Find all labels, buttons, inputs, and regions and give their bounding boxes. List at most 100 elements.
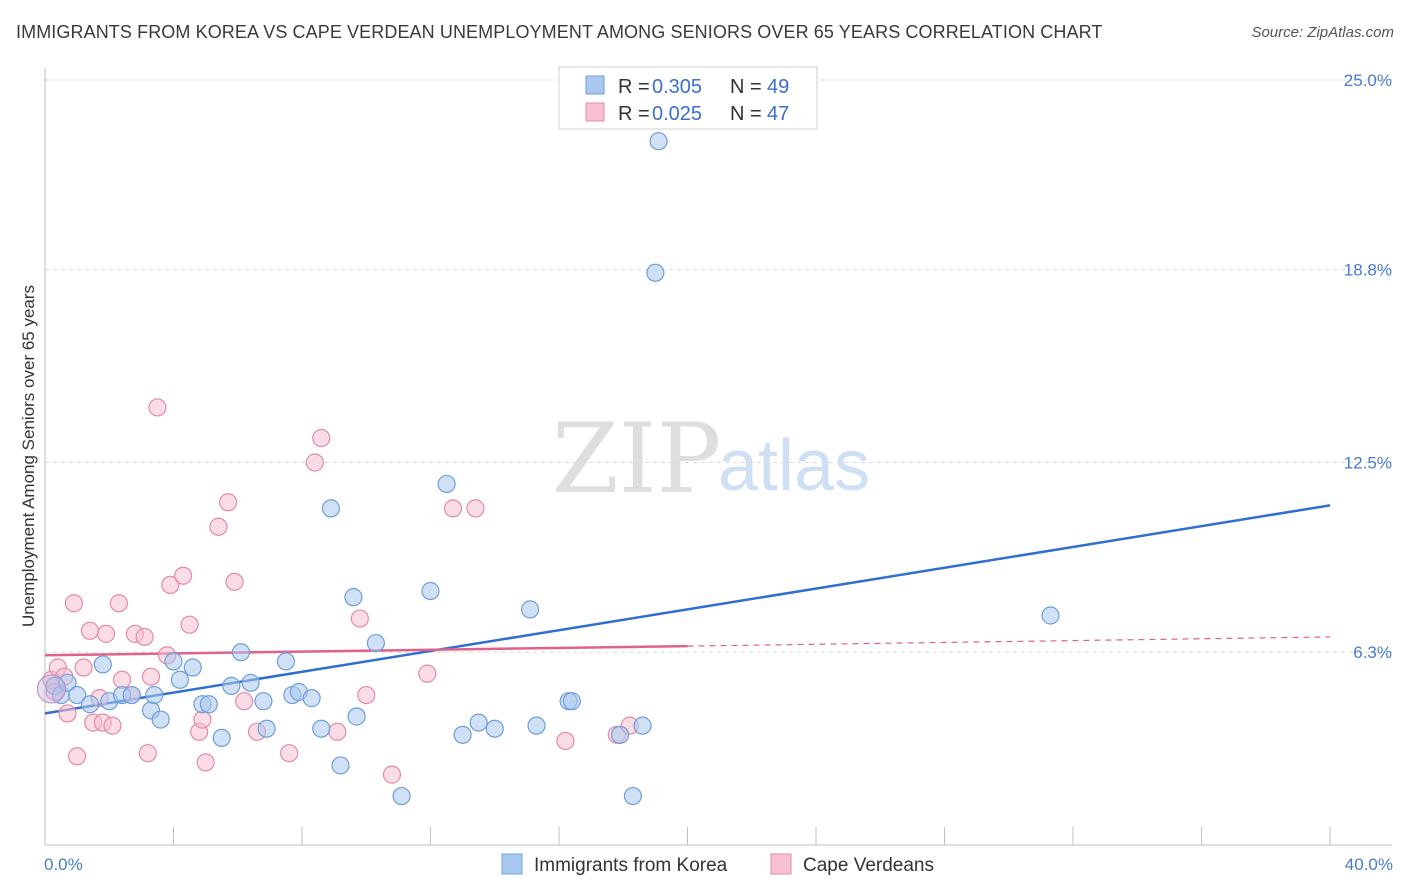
point-korea <box>170 670 190 689</box>
point-korea <box>623 786 642 806</box>
point-korea <box>199 695 218 714</box>
legend-n-label-cape: N = <box>730 103 762 125</box>
point-cape-verdean <box>219 493 238 512</box>
point-cape-verdean <box>209 517 228 536</box>
point-cape-verdean <box>112 670 132 689</box>
point-cape-verdean <box>350 609 369 628</box>
point-cape-verdean <box>80 621 100 640</box>
point-korea <box>1041 606 1060 625</box>
point-korea <box>222 676 241 695</box>
point-cape-verdean <box>174 566 193 585</box>
point-cape-verdean <box>68 747 87 766</box>
point-cape-verdean <box>225 572 244 591</box>
legend-r-label-cape: R = <box>618 103 650 125</box>
point-cape-verdean <box>443 499 463 518</box>
point-korea <box>527 716 546 735</box>
legend-r-value-cape: 0.025 <box>652 103 702 125</box>
point-cape-verdean <box>64 594 84 613</box>
legend-swatch-korea <box>585 75 605 95</box>
point-cape-verdean <box>382 765 402 784</box>
bottom-legend-swatch-cape <box>770 853 792 875</box>
point-cape-verdean <box>103 716 122 735</box>
point-cape-verdean <box>58 704 77 723</box>
point-korea <box>231 643 251 662</box>
bottom-legend-label-cape: Cape Verdeans <box>803 855 934 876</box>
point-korea <box>58 673 77 692</box>
point-korea <box>257 719 276 738</box>
point-korea <box>347 707 366 726</box>
legend-n-label-korea: N = <box>730 76 762 98</box>
points-layer <box>36 132 1060 806</box>
point-cape-verdean <box>418 664 437 683</box>
point-cape-verdean <box>466 499 485 518</box>
point-korea <box>366 633 385 653</box>
point-cape-verdean <box>235 692 254 711</box>
trend-line-korea <box>44 504 1331 715</box>
y-tick-label: 6.3% <box>1353 643 1392 662</box>
point-korea <box>520 600 540 619</box>
point-cape-verdean <box>312 428 331 448</box>
trend-line-cape <box>44 644 688 657</box>
point-cape-verdean <box>328 722 347 741</box>
point-korea <box>145 685 164 705</box>
point-cape-verdean <box>141 667 161 686</box>
x-tick-label: 0.0% <box>44 855 83 874</box>
point-cape-verdean <box>556 731 575 751</box>
point-cape-verdean <box>357 685 376 705</box>
y-tick-label: 25.0% <box>1344 71 1392 90</box>
grid-layer <box>45 79 1392 653</box>
point-korea <box>331 756 350 775</box>
source-credit: Source: ZipAtlas.com <box>1251 24 1394 41</box>
top-legend: R = 0.305 N = 49 R = 0.025 N = 47 <box>558 66 818 130</box>
trend-layer <box>44 504 1331 715</box>
y-tick-label: 18.8% <box>1344 261 1392 280</box>
legend-n-value-korea: 49 <box>767 76 789 98</box>
point-korea <box>421 581 440 601</box>
trend-line-cape-extension <box>687 636 1331 647</box>
point-korea <box>241 673 260 692</box>
point-cape-verdean <box>280 744 299 763</box>
point-cape-verdean <box>161 575 180 595</box>
point-overlap-cluster <box>36 674 66 704</box>
point-cape-verdean <box>148 398 167 417</box>
bottom-legend-label-korea: Immigrants from Korea <box>534 855 728 876</box>
point-korea <box>183 658 202 677</box>
point-korea <box>212 728 231 748</box>
bottom-legend-swatch-korea <box>501 853 523 875</box>
point-korea <box>321 499 341 518</box>
point-korea <box>453 725 472 744</box>
point-korea <box>610 725 630 744</box>
legend-r-value-korea: 0.305 <box>652 76 702 98</box>
point-korea <box>93 655 112 674</box>
point-cape-verdean <box>193 710 212 729</box>
point-korea <box>392 786 411 806</box>
point-cape-verdean <box>109 594 128 613</box>
point-cape-verdean <box>74 658 93 677</box>
point-korea <box>344 588 363 607</box>
point-korea <box>151 710 170 729</box>
point-cape-verdean <box>196 753 215 772</box>
point-korea <box>562 692 581 711</box>
axis-layer: 6.3% 12.5% 18.8% 25.0% 0.0% 40.0% <box>44 68 1393 874</box>
point-cape-verdean <box>305 453 324 472</box>
y-tick-label: 12.5% <box>1344 454 1392 473</box>
bottom-legend: Immigrants from Korea Cape Verdeans <box>501 853 934 876</box>
point-korea <box>646 263 665 282</box>
point-korea <box>469 713 488 732</box>
chart-title: IMMIGRANTS FROM KOREA VS CAPE VERDEAN UN… <box>16 22 1103 42</box>
point-korea <box>302 689 321 708</box>
point-korea <box>80 695 100 714</box>
legend-swatch-cape <box>585 102 605 122</box>
x-tick-label: 40.0% <box>1345 855 1393 874</box>
point-korea <box>254 692 273 711</box>
point-korea <box>437 474 456 494</box>
point-korea <box>276 652 296 671</box>
point-korea <box>649 132 668 151</box>
point-cape-verdean <box>138 744 157 763</box>
point-korea <box>485 719 504 738</box>
point-cape-verdean <box>135 627 154 647</box>
legend-r-label-korea: R = <box>618 76 650 98</box>
legend-n-value-cape: 47 <box>767 103 789 125</box>
watermark-zip: ZIP <box>552 403 721 515</box>
